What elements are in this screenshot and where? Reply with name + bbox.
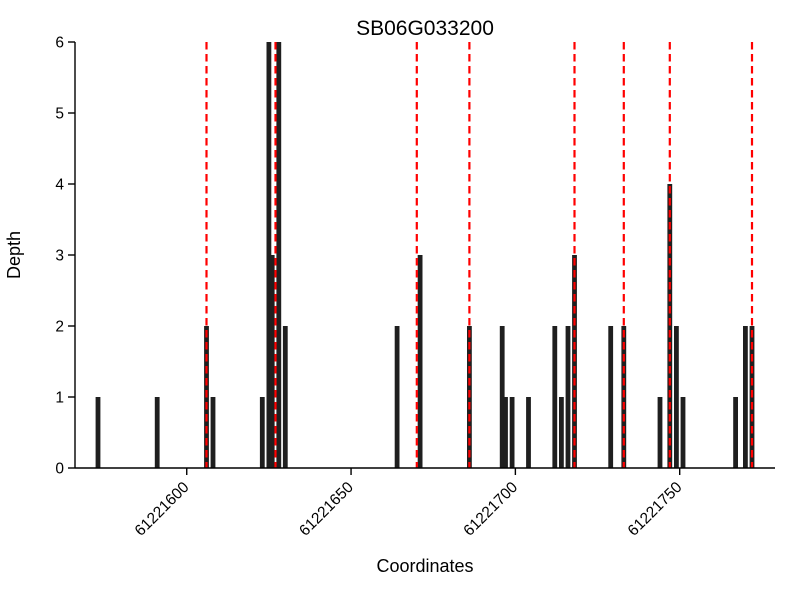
depth-bar (526, 397, 531, 468)
x-tick-label: 61221700 (460, 479, 521, 540)
y-tick-label: 5 (55, 106, 64, 123)
x-tick-label: 61221750 (625, 479, 686, 540)
y-tick-label: 1 (55, 390, 64, 407)
depth-bar (266, 42, 272, 468)
depth-bar (259, 397, 265, 468)
bars-layer (95, 42, 755, 468)
depth-bar (394, 326, 400, 468)
y-tick-label: 2 (55, 319, 64, 336)
depth-bar (499, 326, 505, 468)
y-tick-label: 3 (55, 248, 64, 265)
x-tick-label: 61221600 (132, 479, 193, 540)
y-tick-label: 0 (55, 461, 64, 478)
depth-bar (552, 326, 558, 468)
depth-bar (608, 326, 614, 468)
depth-bar (657, 397, 663, 468)
depth-bar (733, 397, 738, 468)
depth-bar (276, 42, 282, 468)
depth-bar (743, 326, 748, 468)
depth-bar (667, 184, 673, 468)
y-tick-label: 4 (55, 177, 64, 194)
depth-bar (503, 397, 508, 468)
depth-bar (282, 326, 288, 468)
y-axis-label: Depth (4, 231, 24, 279)
depth-bar (559, 397, 564, 468)
depth-bar (95, 397, 101, 468)
depth-bar (674, 326, 679, 468)
axes-layer: 0 1 2 3 4 5 6 61221600 61221650 61221700 61221750 (55, 35, 775, 540)
depth-bar (210, 397, 216, 468)
vlines-layer (205, 42, 754, 468)
chart-title: SB06G033200 (356, 17, 494, 40)
y-tick-label: 6 (55, 35, 64, 52)
depth-bar (154, 397, 160, 468)
depth-bar (565, 326, 571, 468)
x-tick-label: 61221650 (296, 479, 357, 540)
depth-bar (509, 397, 515, 468)
x-axis-label: Coordinates (376, 556, 473, 576)
depth-bar (269, 255, 275, 468)
depth-bar (680, 397, 686, 468)
depth-bar (417, 255, 423, 468)
